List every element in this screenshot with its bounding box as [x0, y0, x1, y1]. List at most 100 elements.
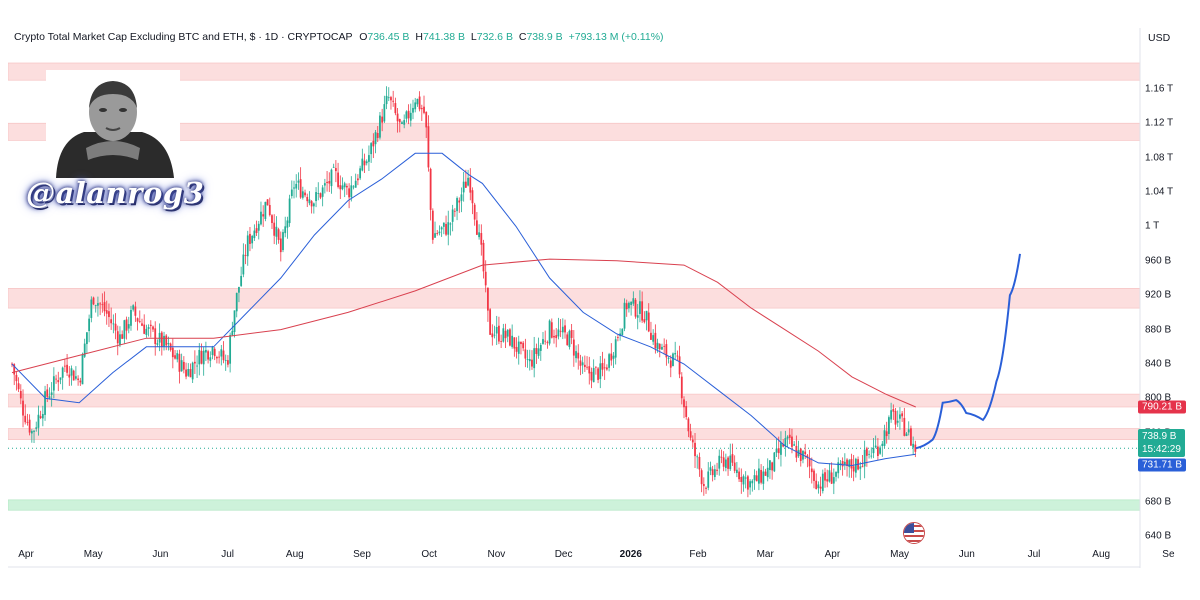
x-tick-label: Apr	[824, 549, 841, 560]
candle	[240, 275, 243, 286]
candle	[180, 360, 183, 372]
candle	[570, 330, 573, 338]
candle	[123, 320, 126, 339]
candle	[586, 366, 588, 368]
candle	[828, 470, 831, 482]
candle	[663, 345, 666, 347]
candle	[308, 199, 311, 204]
candle	[872, 447, 875, 454]
candle	[769, 460, 771, 471]
candle	[837, 462, 840, 474]
candle	[808, 458, 811, 467]
candle	[185, 369, 187, 377]
high-value: 741.38 B	[422, 31, 465, 43]
candle	[332, 166, 335, 168]
candle	[603, 367, 606, 369]
candle	[694, 442, 696, 457]
candle	[352, 186, 355, 188]
candle	[55, 378, 57, 380]
candle	[167, 343, 170, 345]
candle	[191, 362, 194, 380]
candle	[365, 161, 368, 164]
us-flag-icon[interactable]	[903, 522, 925, 544]
candle	[79, 380, 82, 383]
candle	[709, 467, 712, 471]
candle	[28, 419, 31, 433]
candle	[806, 455, 809, 458]
candle	[445, 223, 447, 235]
candle	[306, 196, 309, 202]
candle	[37, 414, 40, 428]
candle	[26, 421, 29, 423]
candle	[249, 233, 251, 244]
candle	[304, 192, 306, 196]
candle	[143, 324, 146, 334]
author-handle: @alanrog3	[26, 176, 205, 210]
candle	[242, 254, 245, 275]
currency-label[interactable]: USD	[1148, 32, 1171, 44]
candle	[301, 191, 304, 198]
candle	[557, 329, 560, 337]
candle	[165, 335, 168, 346]
candle	[894, 410, 897, 425]
candle	[555, 335, 558, 339]
x-tick-label: Jul	[1027, 549, 1041, 560]
candle	[865, 448, 868, 456]
candle	[374, 132, 377, 145]
candle	[665, 344, 668, 358]
candle	[178, 353, 181, 372]
candle	[469, 177, 472, 193]
candle	[610, 353, 613, 361]
candle	[912, 443, 915, 448]
candle	[108, 311, 110, 318]
candle	[489, 309, 492, 335]
candle	[193, 361, 196, 364]
y-tick-label: 1.16 T	[1145, 83, 1174, 95]
candle	[667, 358, 670, 359]
candle	[636, 315, 639, 318]
candle	[357, 178, 359, 181]
candle	[136, 318, 139, 322]
candle	[907, 429, 910, 433]
candle	[482, 242, 485, 272]
projection-curve	[915, 253, 1021, 450]
symbol-title[interactable]: Crypto Total Market Cap Excluding BTC an…	[14, 31, 353, 43]
candle	[255, 228, 258, 234]
low-label: L	[470, 31, 477, 43]
candle	[392, 100, 395, 102]
candle	[52, 376, 55, 391]
candle	[396, 113, 399, 122]
candle	[145, 328, 148, 335]
candle	[680, 376, 683, 399]
candle	[817, 484, 820, 489]
candle	[484, 271, 487, 286]
candle	[363, 160, 366, 166]
candle	[744, 477, 747, 479]
candle	[286, 220, 289, 228]
candle	[257, 223, 260, 231]
candle	[110, 319, 113, 324]
low-value: 732.6 B	[476, 31, 513, 43]
candle	[44, 391, 46, 415]
candle	[579, 360, 582, 366]
candle	[905, 433, 908, 436]
candle	[462, 181, 465, 193]
candle	[577, 352, 580, 359]
candle	[722, 457, 725, 467]
candle	[171, 347, 174, 358]
candle	[883, 430, 886, 446]
x-tick-label: Jul	[221, 549, 234, 560]
y-tick-label: 1.08 T	[1145, 152, 1174, 164]
candle	[343, 183, 346, 188]
candle	[504, 330, 507, 339]
price-chart[interactable]	[8, 28, 1194, 568]
candle	[762, 471, 765, 484]
candle	[625, 303, 628, 310]
candle	[61, 367, 64, 378]
candle	[502, 328, 505, 342]
candle	[683, 399, 685, 408]
candle	[524, 349, 527, 359]
candle	[414, 102, 417, 110]
candle	[176, 353, 179, 360]
candle	[187, 368, 190, 376]
